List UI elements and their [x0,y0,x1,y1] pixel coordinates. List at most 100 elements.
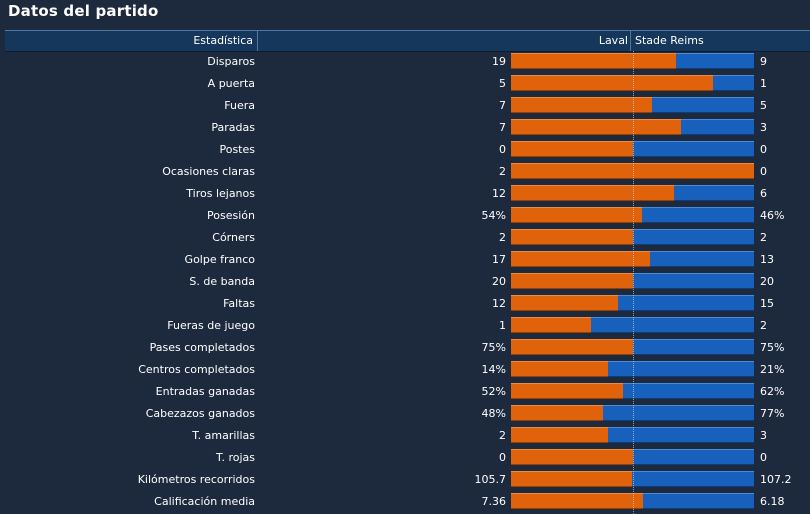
home-value: 54% [481,209,506,222]
home-value: 75% [481,341,506,354]
comparison-bar [511,449,754,465]
comparison-bar [511,119,754,135]
comparison-bar [511,471,754,487]
stat-row: Posesión 54% 46% [0,205,810,227]
home-share-fill [511,295,618,311]
stat-label: T. amarillas [192,429,255,442]
stat-label: Tiros lejanos [186,187,255,200]
stat-row: T. amarillas 2 3 [0,425,810,447]
stat-label: Golpe franco [184,253,255,266]
home-value: 2 [499,231,506,244]
home-share-fill [511,449,633,465]
away-value: 75% [760,341,785,354]
away-value: 2 [760,231,767,244]
home-value: 105.7 [474,473,507,486]
away-value: 21% [760,363,785,376]
stat-label: Faltas [223,297,255,310]
home-share-fill [511,163,754,179]
stat-row: Córners 2 2 [0,227,810,249]
stat-row: Postes 0 0 [0,139,810,161]
stat-label: Fuera [224,99,255,112]
away-value: 13 [760,253,774,266]
comparison-bar [511,273,754,289]
stat-row: Faltas 12 15 [0,293,810,315]
home-value: 52% [481,385,506,398]
home-share-fill [511,405,603,421]
home-share-fill [511,339,633,355]
home-share-fill [511,97,652,113]
home-value: 7 [499,99,506,112]
comparison-bar [511,361,754,377]
away-value: 6.18 [760,495,785,508]
stat-label: Fueras de juego [167,319,255,332]
comparison-bar [511,405,754,421]
stat-label: Paradas [211,121,255,134]
comparison-bar [511,207,754,223]
stat-row: Kilómetros recorridos 105.7 107.2 [0,469,810,491]
away-value: 0 [760,451,767,464]
home-share-fill [511,383,623,399]
home-value: 12 [492,297,506,310]
home-share-fill [511,317,591,333]
stat-row: S. de banda 20 20 [0,271,810,293]
home-share-fill [511,273,633,289]
home-share-fill [511,207,642,223]
stat-label: Postes [219,143,255,156]
stat-row: Disparos 19 9 [0,51,810,73]
home-value: 19 [492,55,506,68]
comparison-bar [511,97,754,113]
stat-row: A puerta 5 1 [0,73,810,95]
comparison-bar [511,317,754,333]
home-share-fill [511,119,681,135]
away-value: 6 [760,187,767,200]
away-value: 5 [760,99,767,112]
stat-label: Calificación media [154,495,255,508]
column-header-stat[interactable]: Estadística [5,31,258,51]
stat-label: Posesión [207,209,255,222]
away-value: 20 [760,275,774,288]
away-value: 46% [760,209,785,222]
home-value: 17 [492,253,506,266]
comparison-bar [511,163,754,179]
away-value: 3 [760,121,767,134]
stat-label: Entradas ganadas [155,385,255,398]
away-value: 0 [760,143,767,156]
away-value: 15 [760,297,774,310]
away-value: 0 [760,165,767,178]
home-share-fill [511,53,676,69]
stat-row: Cabezazos ganados 48% 77% [0,403,810,425]
comparison-bar [511,339,754,355]
comparison-bar [511,383,754,399]
home-share-fill [511,493,643,509]
home-value: 14% [481,363,506,376]
stat-row: Centros completados 14% 21% [0,359,810,381]
stat-label: Pases completados [149,341,255,354]
stat-row: Ocasiones claras 2 0 [0,161,810,183]
comparison-bar [511,75,754,91]
away-value: 2 [760,319,767,332]
home-share-fill [511,229,633,245]
home-share-fill [511,185,674,201]
comparison-bar [511,295,754,311]
comparison-bar [511,141,754,157]
home-share-fill [511,427,608,443]
stat-label: T. rojas [216,451,255,464]
away-value: 3 [760,429,767,442]
stat-label: Córners [212,231,255,244]
stat-label: Disparos [207,55,255,68]
home-share-fill [511,471,632,487]
home-value: 2 [499,429,506,442]
home-share-fill [511,75,713,91]
stat-label: A puerta [207,77,255,90]
comparison-bar [511,493,754,509]
home-share-fill [511,141,633,157]
home-value: 7.36 [481,495,507,508]
column-header-home-team[interactable]: Laval [258,31,631,51]
stat-row: Calificación media 7.36 6.18 [0,491,810,513]
home-value: 2 [499,165,506,178]
home-share-fill [511,361,608,377]
home-value: 0 [499,451,506,464]
column-header-away-team[interactable]: Stade Reims [635,34,704,47]
stat-row: Pases completados 75% 75% [0,337,810,359]
home-share-fill [511,251,650,267]
